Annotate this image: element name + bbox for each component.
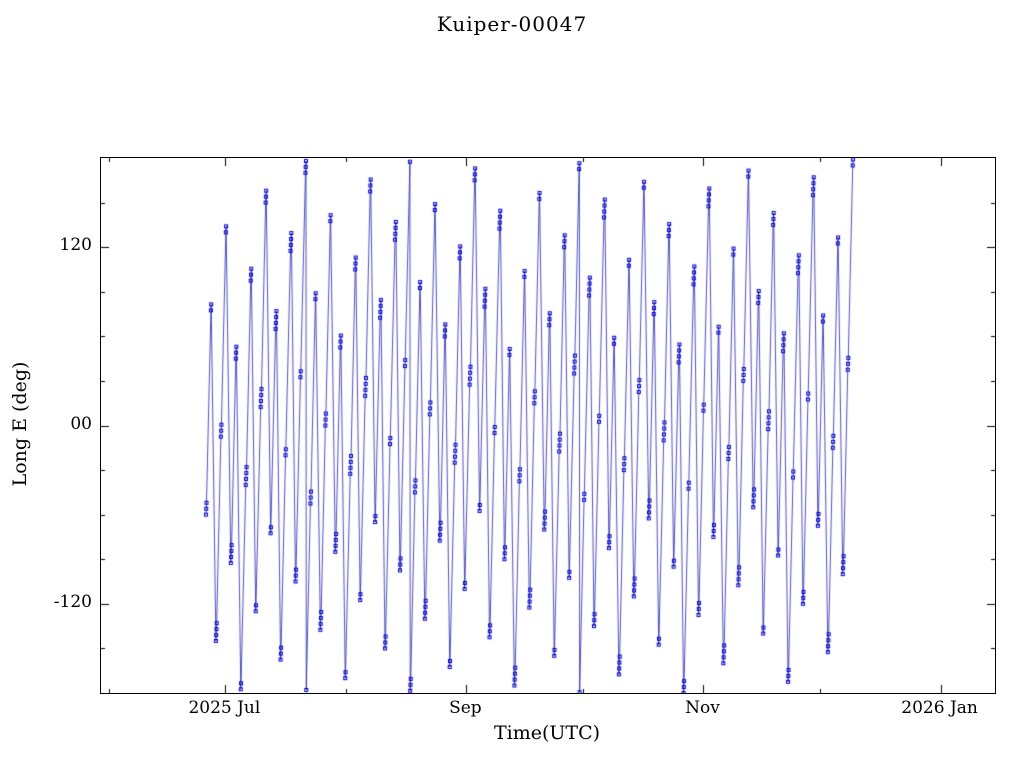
x-tick-label: 2025 Jul	[188, 698, 261, 718]
x-tick-label: 2026 Jan	[901, 698, 978, 718]
plot-frame	[100, 157, 996, 694]
y-tick-label: 120	[59, 235, 92, 256]
chart-title: Kuiper-00047	[436, 12, 588, 36]
x-tick-label: Sep	[449, 698, 482, 718]
x-tick-label: Nov	[685, 698, 720, 718]
y-tick-label: 00	[70, 413, 92, 434]
x-axis-label: Time(UTC)	[493, 722, 601, 744]
y-axis-label: Long E (deg)	[9, 361, 31, 487]
plot-area-canvas	[101, 158, 995, 693]
y-tick-label: -120	[53, 591, 92, 612]
